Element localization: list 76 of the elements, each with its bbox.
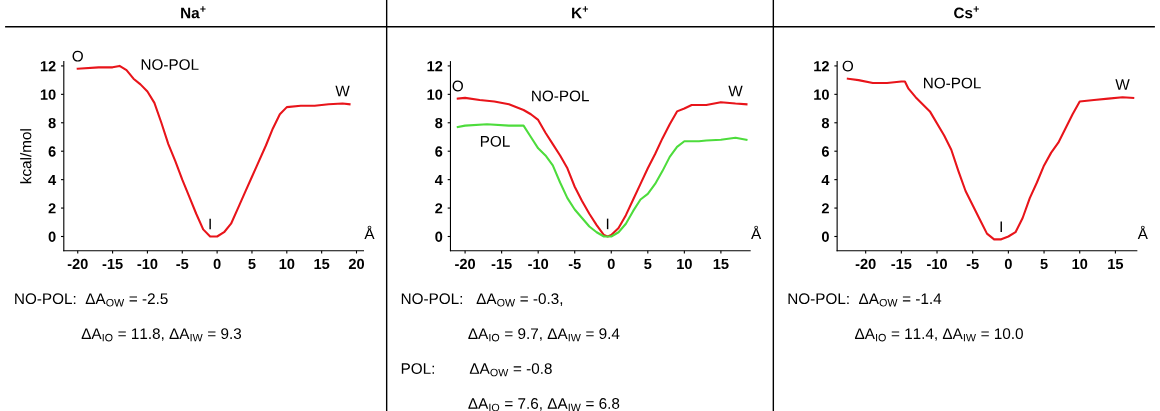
x-tick-label: 10 (1072, 258, 1088, 270)
x-tick-label: -5 (568, 258, 581, 270)
text: POL: ΔA$_{OW}$ = -0.8 (401, 363, 552, 377)
x-tick-label: 15 (1108, 258, 1124, 270)
series-label: POL (480, 135, 510, 147)
y-tick-label: 2 (435, 203, 443, 214)
x-axis-title: Å (364, 225, 375, 240)
x-tick-label: -20 (455, 258, 476, 270)
chart-title: Cs$^{+}$ (954, 6, 979, 19)
x-axis-title: Å (1137, 225, 1148, 240)
annotation: W (335, 85, 350, 97)
y-tick-label: 8 (821, 117, 830, 129)
y-tick-label: 8 (48, 117, 56, 129)
x-tick-label: -20 (855, 258, 876, 270)
annotation: O (72, 50, 83, 62)
y-tick-label: 12 (427, 61, 443, 72)
y-tick-label: 10 (814, 89, 829, 100)
annotation: O (842, 60, 854, 72)
text: ΔA$_{IO}$ = 11.4, ΔA$_{IW}$ = 10.0 (854, 328, 1023, 342)
x-axis-title: Å (751, 225, 762, 240)
chart-title: Na$^{+}$ (181, 6, 206, 19)
y-tick-label: 6 (48, 146, 56, 157)
y-tick-label: 0 (821, 231, 829, 242)
chart-title: K$^{+}$ (572, 6, 589, 19)
x-tick-label: 0 (213, 258, 221, 270)
text: ΔA$_{IO}$ = 9.7, ΔA$_{IW}$ = 9.4 (468, 328, 620, 342)
annotation: W (1115, 79, 1130, 90)
line-series (846, 77, 1135, 241)
x-tick-label: 20 (348, 258, 365, 270)
annotation: I (606, 218, 609, 230)
series-label: NO-POL (924, 77, 981, 89)
x-tick-label: -5 (176, 258, 189, 270)
y-tick-label: 6 (435, 146, 443, 157)
y-tick-label: 12 (40, 61, 56, 72)
y-tick-label: 2 (821, 203, 829, 214)
annotation: I (1000, 221, 1002, 232)
x-tick-label: 5 (1040, 258, 1048, 270)
y-tick-label: 4 (434, 174, 443, 185)
y-axis-title: kcal/mol (20, 129, 32, 184)
line-series (456, 123, 748, 238)
x-tick-label: -15 (491, 258, 512, 270)
y-tick-label: 0 (48, 231, 56, 242)
annotation: O (452, 80, 463, 92)
y-tick-label: 12 (814, 61, 829, 72)
series-label: NO-POL (532, 90, 589, 102)
x-tick-label: 5 (248, 258, 256, 270)
y-tick-label: 10 (40, 89, 56, 100)
y-tick-label: 0 (435, 231, 443, 242)
series-label: NO-POL (141, 59, 199, 71)
x-tick-label: -15 (891, 258, 912, 270)
x-tick-label: 5 (644, 258, 652, 270)
x-tick-label: -15 (102, 258, 123, 270)
x-tick-label: 15 (314, 258, 330, 270)
x-tick-label: 0 (607, 258, 615, 270)
x-tick-label: -10 (927, 258, 947, 270)
x-tick-label: -10 (528, 258, 549, 270)
x-tick-label: 10 (677, 258, 692, 270)
text: ΔA$_{IO}$ = 11.8, ΔA$_{IW}$ = 9.3 (81, 328, 242, 342)
y-tick-label: 4 (48, 174, 57, 185)
x-tick-label: -10 (137, 258, 158, 270)
text: ΔA$_{IO}$ = 7.6, ΔA$_{IW}$ = 6.8 (468, 398, 620, 411)
annotation: W (728, 85, 743, 97)
x-tick-label: 10 (279, 258, 295, 270)
y-tick-label: 8 (435, 117, 443, 129)
text: NO-POL: ΔA$_{OW}$ = -0.3, (401, 293, 563, 307)
y-tick-label: 10 (427, 89, 443, 100)
annotation: I (209, 218, 211, 230)
y-tick-label: 2 (48, 203, 56, 214)
x-tick-label: -20 (67, 258, 88, 270)
x-tick-label: 15 (713, 258, 729, 270)
y-tick-label: 6 (821, 146, 829, 157)
text: NO-POL: ΔA$_{OW}$ = -1.4 (788, 293, 942, 307)
x-tick-label: 0 (1004, 258, 1012, 270)
x-tick-label: -5 (966, 258, 979, 270)
y-tick-label: 4 (821, 174, 830, 185)
text: NO-POL: ΔA$_{OW}$ = -2.5 (15, 293, 168, 307)
